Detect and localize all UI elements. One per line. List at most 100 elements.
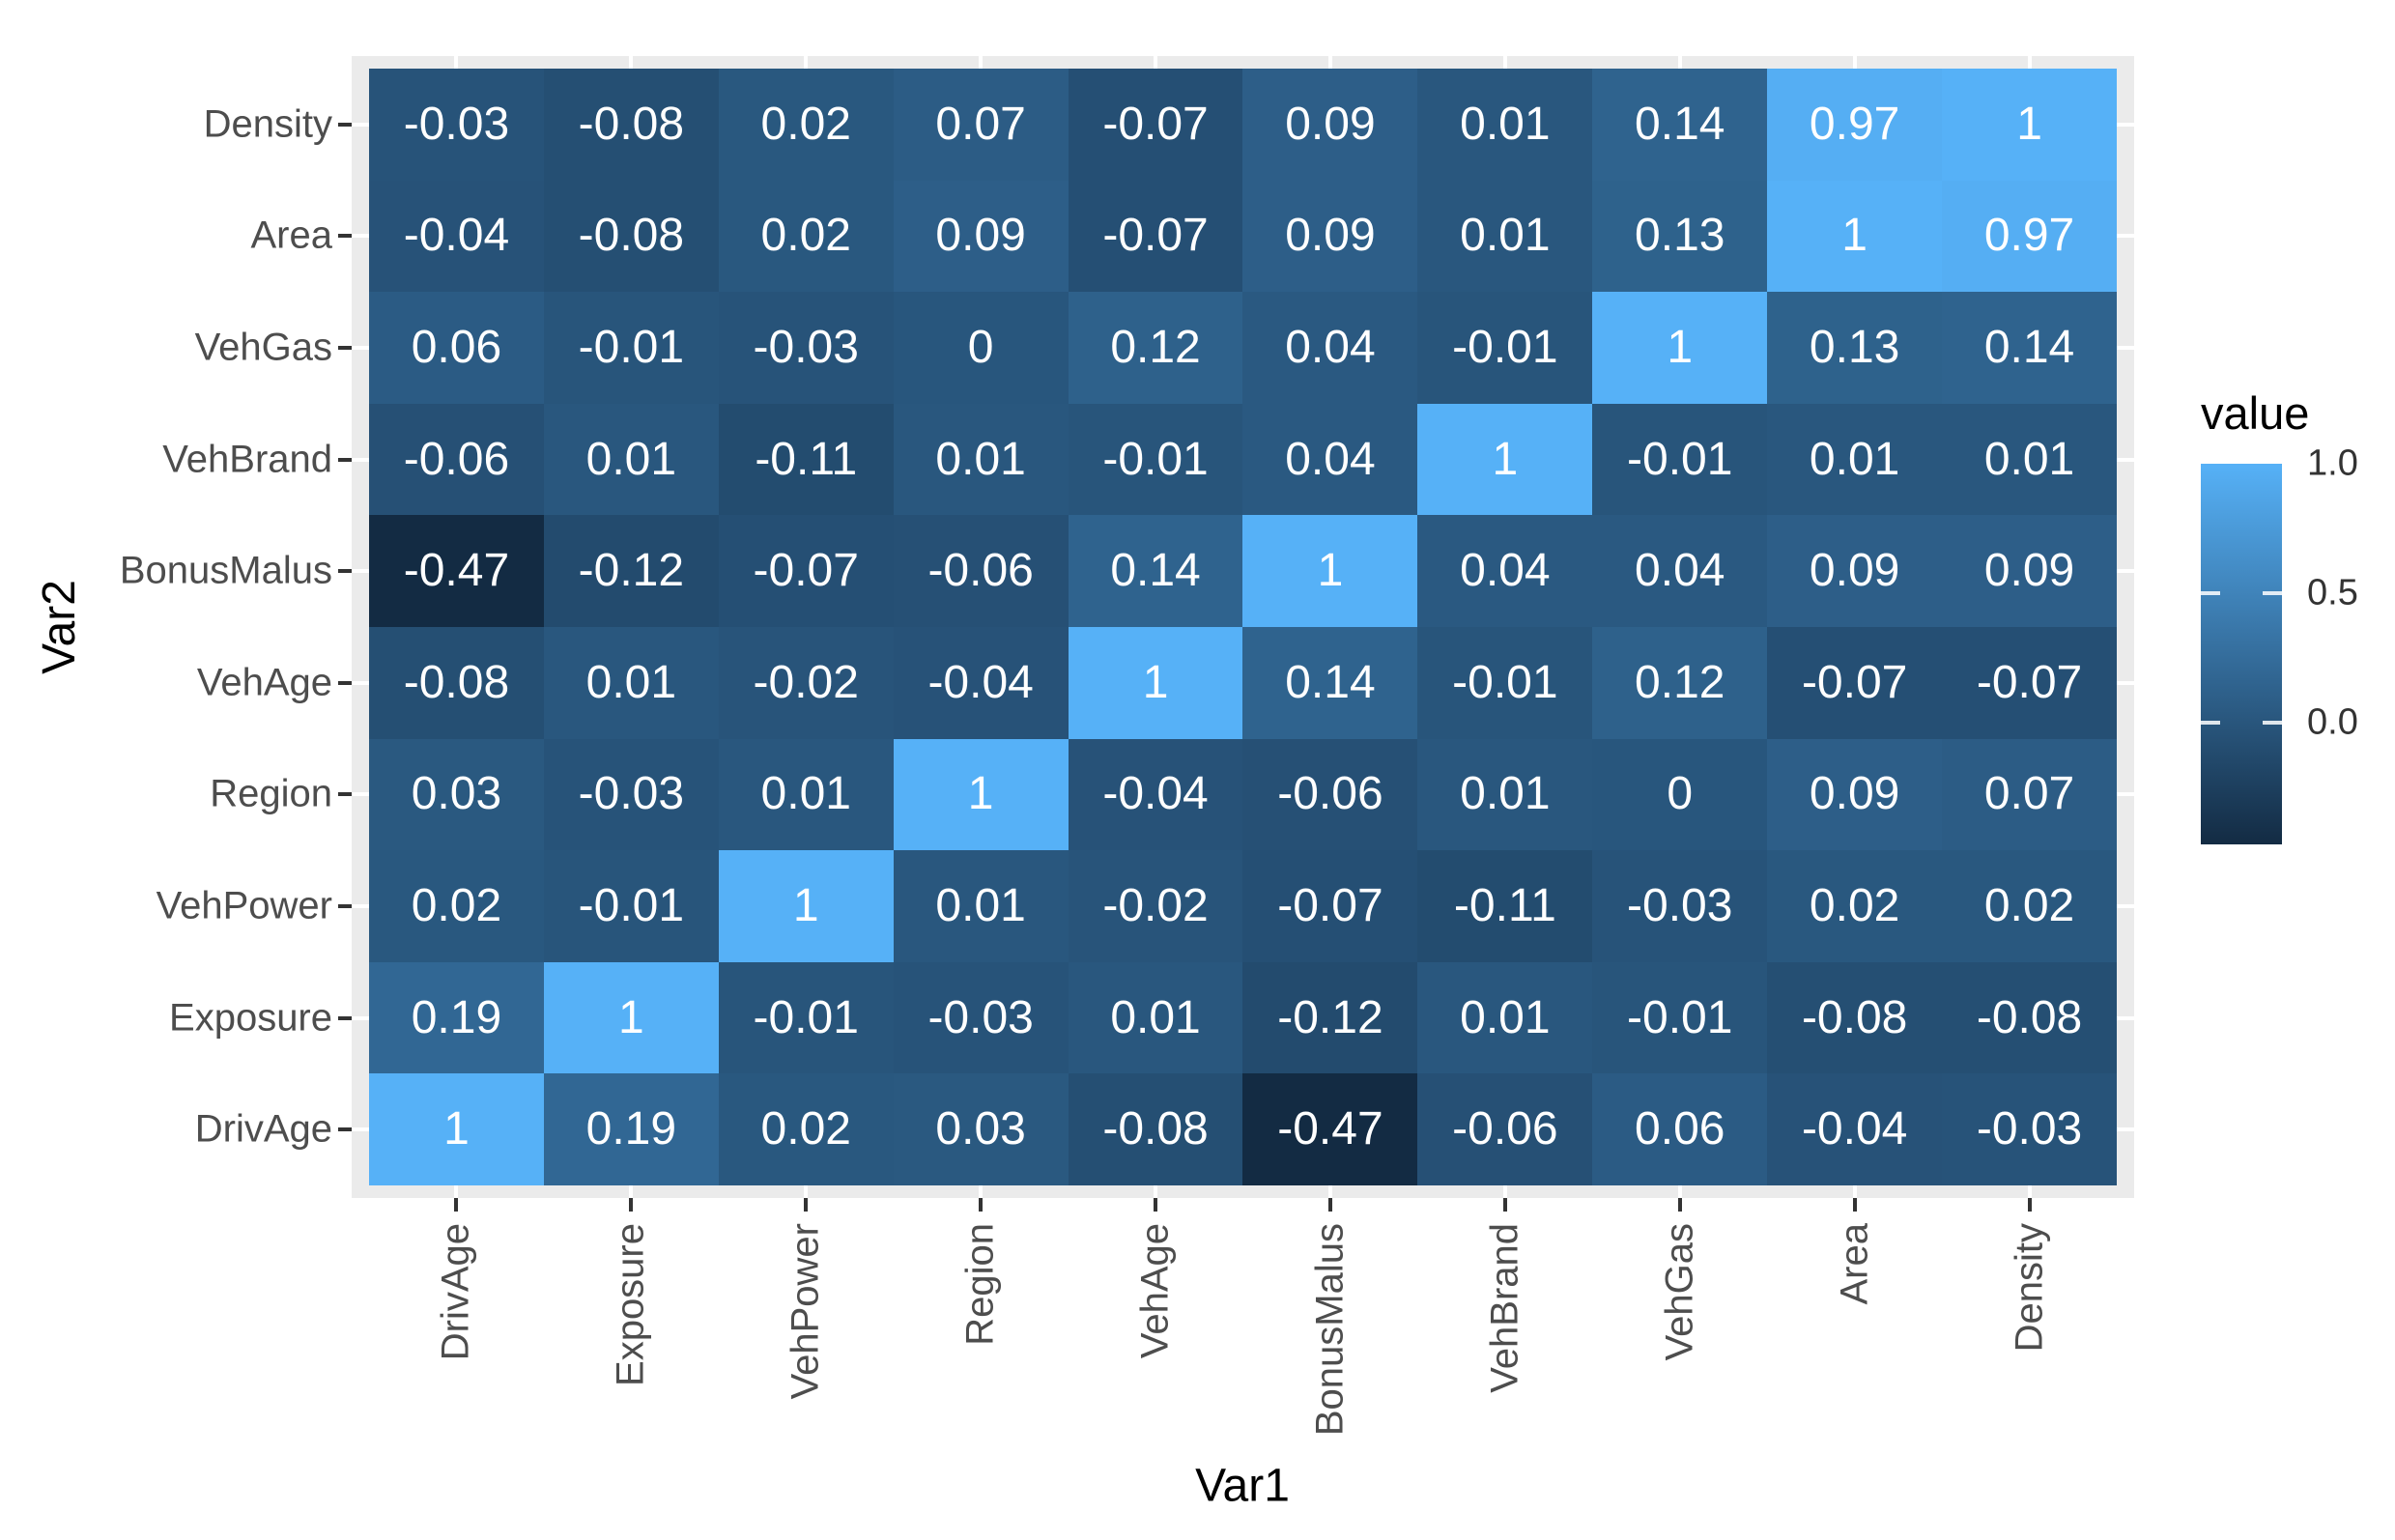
x-axis-tick-label: VehBrand xyxy=(1483,1223,1526,1393)
heatmap-cell: -0.01 xyxy=(1592,961,1768,1074)
heatmap-cell: -0.06 xyxy=(893,515,1069,627)
heatmap-cell: 0.01 xyxy=(1942,403,2117,516)
heatmap-cell: 0.19 xyxy=(369,961,544,1074)
heatmap-cell: 0.04 xyxy=(1242,292,1418,404)
x-axis-tick-label: Region xyxy=(958,1223,1002,1346)
y-axis-tick-label: Exposure xyxy=(169,996,332,1040)
heatmap-cell: 0.04 xyxy=(1592,515,1768,627)
heatmap-cell: -0.07 xyxy=(1242,850,1418,962)
legend-tick-mark xyxy=(2263,721,2282,726)
heatmap-cell: 0.07 xyxy=(893,69,1069,181)
heatmap-cell: -0.04 xyxy=(1068,738,1243,851)
heatmap-cell: 1 xyxy=(543,961,719,1074)
heatmap-cell: -0.08 xyxy=(1068,1073,1243,1185)
heatmap-cell: 0.09 xyxy=(1767,738,1943,851)
heatmap-cell: 1 xyxy=(369,1073,544,1185)
y-axis-tick-label: DrivAge xyxy=(194,1107,332,1151)
heatmap-cell: -0.04 xyxy=(893,626,1069,739)
legend-tick-mark xyxy=(2263,591,2282,595)
heatmap-cell: -0.47 xyxy=(369,515,544,627)
heatmap-cell: 0.01 xyxy=(1068,961,1243,1074)
heatmap-cell: 1 xyxy=(893,738,1069,851)
y-axis-tick-label: VehPower xyxy=(156,884,332,927)
y-axis-tick-mark xyxy=(338,1015,352,1020)
heatmap-cell: 0.14 xyxy=(1592,69,1768,181)
heatmap-cell: -0.01 xyxy=(1068,403,1243,516)
legend-colorbar xyxy=(2201,464,2282,844)
heatmap-cell: 0.02 xyxy=(369,850,544,962)
heatmap-cell: -0.06 xyxy=(1417,1073,1593,1185)
x-axis-tick-label: VehAge xyxy=(1133,1223,1177,1359)
heatmap-cell: -0.07 xyxy=(718,515,894,627)
heatmap-cell: 1 xyxy=(1592,292,1768,404)
y-axis-tick-mark xyxy=(338,904,352,908)
y-axis-tick-label: Density xyxy=(203,102,332,146)
y-axis-tick-mark xyxy=(338,569,352,574)
heatmap-cell: 0.01 xyxy=(543,403,719,516)
heatmap-cell: 0.04 xyxy=(1242,403,1418,516)
heatmap-cell: -0.03 xyxy=(1942,1073,2117,1185)
heatmap-cell: -0.08 xyxy=(543,180,719,293)
heatmap-cell: 1 xyxy=(718,850,894,962)
heatmap-cell: -0.07 xyxy=(1068,69,1243,181)
y-axis-tick-mark xyxy=(338,792,352,797)
heatmap-cell: -0.08 xyxy=(543,69,719,181)
heatmap-cell: 0.09 xyxy=(893,180,1069,293)
heatmap-cell: 0.07 xyxy=(1942,738,2117,851)
x-axis-tick-mark xyxy=(454,1198,459,1212)
x-axis-tick-label: VehPower xyxy=(784,1223,827,1400)
heatmap-cell: 0.09 xyxy=(1242,180,1418,293)
heatmap-cell: 0.97 xyxy=(1942,180,2117,293)
heatmap-cell: 0.06 xyxy=(1592,1073,1768,1185)
x-axis-tick-label: VehGas xyxy=(1658,1223,1701,1361)
heatmap-cell: -0.12 xyxy=(1242,961,1418,1074)
heatmap-cell: 1 xyxy=(1942,69,2117,181)
y-axis-tick-label: BonusMalus xyxy=(119,549,332,592)
heatmap-cell: 0.02 xyxy=(1942,850,2117,962)
legend-title: value xyxy=(2201,387,2310,439)
heatmap-cell: 0.01 xyxy=(893,850,1069,962)
heatmap-cell: 0.09 xyxy=(1242,69,1418,181)
heatmap-cell: -0.04 xyxy=(369,180,544,293)
heatmap-cell: 0.97 xyxy=(1767,69,1943,181)
heatmap-cell: -0.01 xyxy=(543,292,719,404)
heatmap-cell: 0 xyxy=(1592,738,1768,851)
heatmap-cell: 0.01 xyxy=(1417,180,1593,293)
heatmap-cell: 0.02 xyxy=(718,180,894,293)
heatmap-cell: -0.08 xyxy=(1767,961,1943,1074)
heatmap-cell: -0.03 xyxy=(718,292,894,404)
heatmap-cell: 0.12 xyxy=(1592,626,1768,739)
heatmap-cell: 0.02 xyxy=(718,1073,894,1185)
x-axis-tick-mark xyxy=(2027,1198,2032,1212)
heatmap-cell: 0.19 xyxy=(543,1073,719,1185)
heatmap-cell: 0.01 xyxy=(1417,69,1593,181)
legend-tick-label: 0.0 xyxy=(2307,701,2358,743)
y-axis-tick-label: VehAge xyxy=(196,661,332,704)
heatmap-cell: -0.01 xyxy=(1417,626,1593,739)
x-axis-tick-label: Density xyxy=(2008,1223,2051,1353)
heatmap-cell: 0.06 xyxy=(369,292,544,404)
x-axis-tick-label: DrivAge xyxy=(434,1223,477,1361)
y-axis-tick-mark xyxy=(338,122,352,127)
y-axis-tick-label: Area xyxy=(250,214,333,257)
y-axis-tick-mark xyxy=(338,680,352,685)
heatmap-cell: 1 xyxy=(1417,403,1593,516)
heatmap-cell: 0.14 xyxy=(1942,292,2117,404)
heatmap-tiles: -0.03 -0.08 0.02 0.07 -0.07 0.09 0.01 0.14 0.97 1… xyxy=(369,69,2117,1185)
y-axis-title: Var2 xyxy=(34,580,85,674)
heatmap-cell: 0.03 xyxy=(369,738,544,851)
heatmap-cell: -0.01 xyxy=(1592,403,1768,516)
heatmap-cell: -0.12 xyxy=(543,515,719,627)
heatmap-cell: -0.07 xyxy=(1942,626,2117,739)
x-axis-tick-mark xyxy=(1677,1198,1682,1212)
y-axis-tick-mark xyxy=(338,457,352,462)
heatmap-cell: 0.01 xyxy=(718,738,894,851)
heatmap-cell: 0.14 xyxy=(1068,515,1243,627)
heatmap-cell: -0.02 xyxy=(1068,850,1243,962)
heatmap-cell: 1 xyxy=(1068,626,1243,739)
y-axis-tick-mark xyxy=(338,234,352,239)
legend-tick-label: 0.5 xyxy=(2307,572,2358,613)
heatmap-cell: -0.08 xyxy=(369,626,544,739)
x-axis-tick-label: Exposure xyxy=(609,1223,652,1386)
